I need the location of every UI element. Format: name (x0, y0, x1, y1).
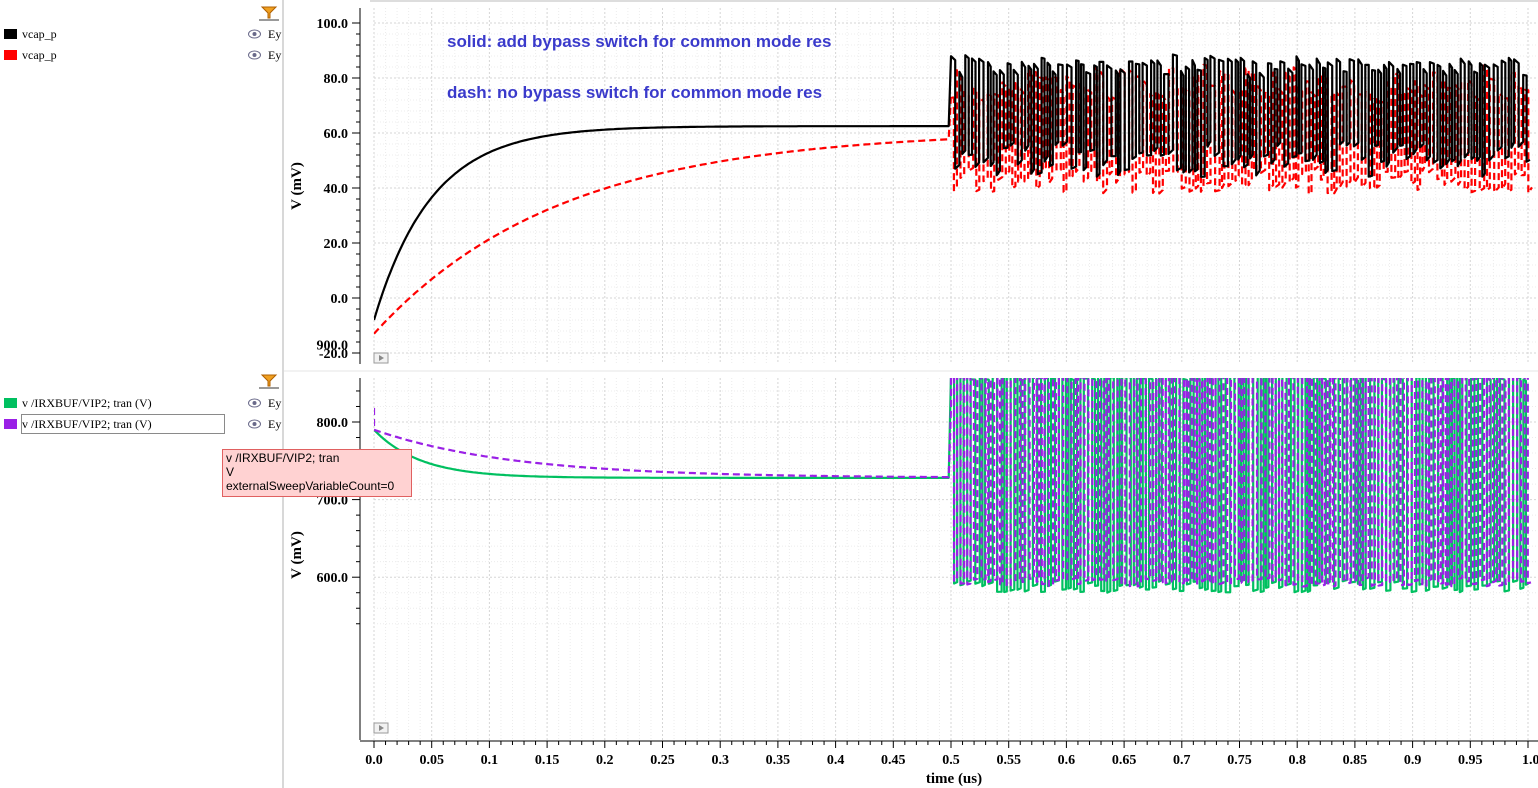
top-plot-series (374, 53, 1533, 335)
eye-label: Ey (268, 48, 282, 62)
top-plot-ylabel: V (mV) (289, 162, 305, 210)
x-tick-label: 0.05 (419, 753, 444, 768)
panel-divider[interactable] (282, 0, 284, 788)
eye-icon[interactable] (248, 419, 261, 429)
series-line-0 (374, 378, 1529, 594)
legend-item-vcap-p-black[interactable]: vcap_p Ey (0, 25, 282, 43)
x-tick-label: 0.7 (1173, 753, 1191, 768)
bottom-plot-expand-button[interactable] (373, 722, 389, 734)
legend-item-vcap-p-red[interactable]: vcap_p Ey (0, 46, 282, 64)
tooltip-line: V (226, 465, 235, 479)
y-tick-label: 900.0 (317, 338, 349, 353)
x-tick-label: 0.3 (711, 753, 729, 768)
filter-icon[interactable] (259, 6, 279, 22)
eye-label: Ey (268, 27, 282, 41)
eye-icon[interactable] (248, 398, 261, 408)
x-tick-label: 0.1 (481, 753, 499, 768)
x-tick-label: 0.15 (535, 753, 560, 768)
x-tick-label: 0.4 (827, 753, 845, 768)
tooltip-line: externalSweepVariableCount=0 (226, 479, 395, 493)
y-tick-label: 20.0 (324, 237, 349, 252)
legend-panel: vcap_p Ey vcap_p Ey v /IRXBUF/VIP2; tran… (0, 0, 282, 788)
x-tick-label: 0.5 (942, 753, 960, 768)
x-tick-label: 0.2 (596, 753, 614, 768)
axes (284, 0, 1538, 748)
x-tick-label: 0.65 (1112, 753, 1137, 768)
legend-label: vcap_p (22, 48, 57, 62)
y-tick-label: -20.0 (319, 347, 348, 362)
x-tick-label: 0.85 (1343, 753, 1368, 768)
x-tick-label: 0.25 (650, 753, 675, 768)
legend-swatch (4, 50, 17, 60)
x-tick-label: 0.45 (881, 753, 906, 768)
x-tick-label: 0.6 (1058, 753, 1076, 768)
legend-swatch (4, 29, 17, 39)
x-tick-label: 0.9 (1404, 753, 1422, 768)
trace-tooltip: v /IRXBUF/VIP2; tran V externalSweepVari… (222, 449, 412, 497)
tooltip-line: v /IRXBUF/VIP2; tran (226, 451, 340, 465)
y-tick-label: 600.0 (317, 571, 349, 586)
legend-item-vip2-purple[interactable]: v /IRXBUF/VIP2; tran (V) Ey (0, 414, 282, 434)
series-line-0 (374, 53, 1531, 321)
eye-label: Ey (268, 417, 282, 431)
x-tick-label: 0.75 (1227, 753, 1252, 768)
y-tick-label: 800.0 (317, 416, 349, 431)
x-tick-label: 0.95 (1458, 753, 1483, 768)
legend-item-vip2-green[interactable]: v /IRXBUF/VIP2; tran (V) Ey (0, 394, 282, 412)
x-tick-label: 1.0 (1522, 753, 1538, 768)
annotation-dash: dash: no bypass switch for common mode r… (447, 83, 822, 102)
y-tick-label: 0.0 (331, 292, 349, 307)
y-tick-label: 700.0 (317, 494, 349, 509)
y-tick-label: 40.0 (324, 182, 349, 197)
legend-label: vcap_p (22, 27, 57, 41)
x-axis-label: time (us) (926, 771, 982, 787)
y-tick-label: 100.0 (317, 17, 349, 32)
eye-label: Ey (268, 396, 282, 410)
x-tick-label: 0.35 (766, 753, 791, 768)
legend-swatch (4, 419, 17, 429)
top-plot-expand-button[interactable] (373, 352, 389, 364)
filter-icon[interactable] (259, 374, 279, 390)
y-tick-label: 60.0 (324, 127, 349, 142)
legend-label: v /IRXBUF/VIP2; tran (V) (21, 414, 225, 434)
x-tick-label: 0.8 (1288, 753, 1306, 768)
bottom-plot-series (374, 378, 1532, 594)
eye-icon[interactable] (248, 29, 261, 39)
x-tick-label: 0.0 (365, 753, 383, 768)
annotation-solid: solid: add bypass switch for common mode… (447, 32, 831, 51)
eye-icon[interactable] (248, 50, 261, 60)
bottom-plot-ylabel: V (mV) (289, 531, 305, 579)
x-tick-label: 0.55 (996, 753, 1021, 768)
legend-label: v /IRXBUF/VIP2; tran (V) (22, 396, 152, 410)
y-tick-label: 80.0 (324, 72, 349, 87)
legend-swatch (4, 398, 17, 408)
